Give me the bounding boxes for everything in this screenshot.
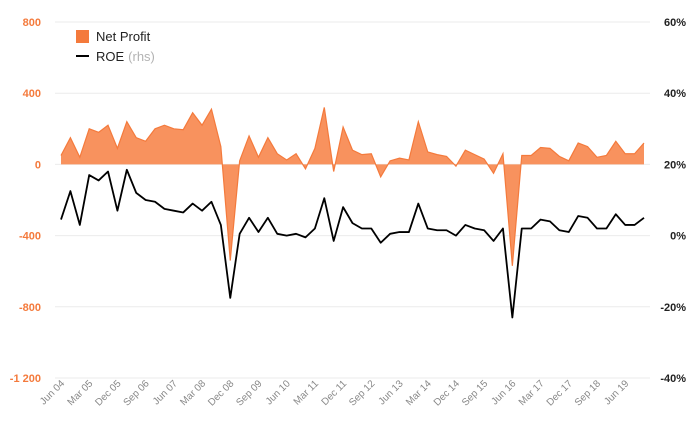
right-tick-label: -20% xyxy=(660,302,686,314)
x-tick-label: Mar 11 xyxy=(292,378,322,408)
net-profit-outline xyxy=(60,107,645,266)
right-tick-label: -40% xyxy=(660,373,686,385)
roe-series xyxy=(60,168,645,319)
x-tick-label: Mar 05 xyxy=(66,378,96,408)
x-tick-label: Jun 13 xyxy=(377,378,406,407)
x-tick-label: Mar 14 xyxy=(404,378,434,408)
x-tick-label: Jun 07 xyxy=(151,378,180,407)
x-tick-label: Sep 12 xyxy=(347,378,377,408)
x-tick-label: Dec 11 xyxy=(320,378,350,408)
x-tick-label: Dec 17 xyxy=(545,378,575,408)
left-y-axis: 800 400 0 -400 -800 -1 200 xyxy=(10,17,41,385)
right-y-axis: 60% 40% 20% 0% -20% -40% xyxy=(660,17,686,385)
x-tick-label: Sep 06 xyxy=(122,378,152,408)
x-tick-label: Dec 05 xyxy=(93,378,123,408)
x-tick-label: Sep 18 xyxy=(573,378,603,408)
legend-item-net-profit: Net Profit xyxy=(76,26,155,46)
net-profit-swatch-icon xyxy=(76,29,89,43)
x-tick-label: Mar 08 xyxy=(178,378,208,408)
x-tick-label: Sep 15 xyxy=(460,378,490,408)
net-profit-area xyxy=(61,107,644,266)
left-tick-label: 400 xyxy=(23,88,41,100)
legend-note-rhs: (rhs) xyxy=(128,48,155,64)
right-tick-label: 0% xyxy=(670,231,686,243)
left-tick-label: -1 200 xyxy=(10,373,41,385)
x-tick-label: Dec 08 xyxy=(206,378,236,408)
right-tick-label: 40% xyxy=(664,88,686,100)
left-tick-label: 800 xyxy=(23,17,41,29)
net-profit-series xyxy=(60,107,645,266)
left-tick-label: -800 xyxy=(19,302,41,314)
legend-item-roe: ROE (rhs) xyxy=(76,46,155,66)
legend-label-roe: ROE xyxy=(96,48,125,64)
x-tick-label: Dec 14 xyxy=(432,378,462,408)
x-tick-label: Jun 19 xyxy=(602,378,631,407)
legend: Net Profit ROE (rhs) xyxy=(76,26,155,66)
x-tick-label: Jun 04 xyxy=(38,378,67,407)
right-tick-label: 20% xyxy=(664,159,686,171)
x-tick-label: Jun 16 xyxy=(489,378,518,407)
x-tick-label: Jun 10 xyxy=(264,378,293,407)
x-tick-label: Sep 09 xyxy=(234,378,264,408)
left-tick-label: 0 xyxy=(35,159,41,171)
right-tick-label: 60% xyxy=(664,17,686,29)
roe-line-swatch-icon xyxy=(76,55,89,57)
left-tick-label: -400 xyxy=(19,231,41,243)
roe-line xyxy=(60,168,645,319)
x-tick-label: Mar 17 xyxy=(517,378,547,408)
legend-label-net-profit: Net Profit xyxy=(96,28,151,44)
